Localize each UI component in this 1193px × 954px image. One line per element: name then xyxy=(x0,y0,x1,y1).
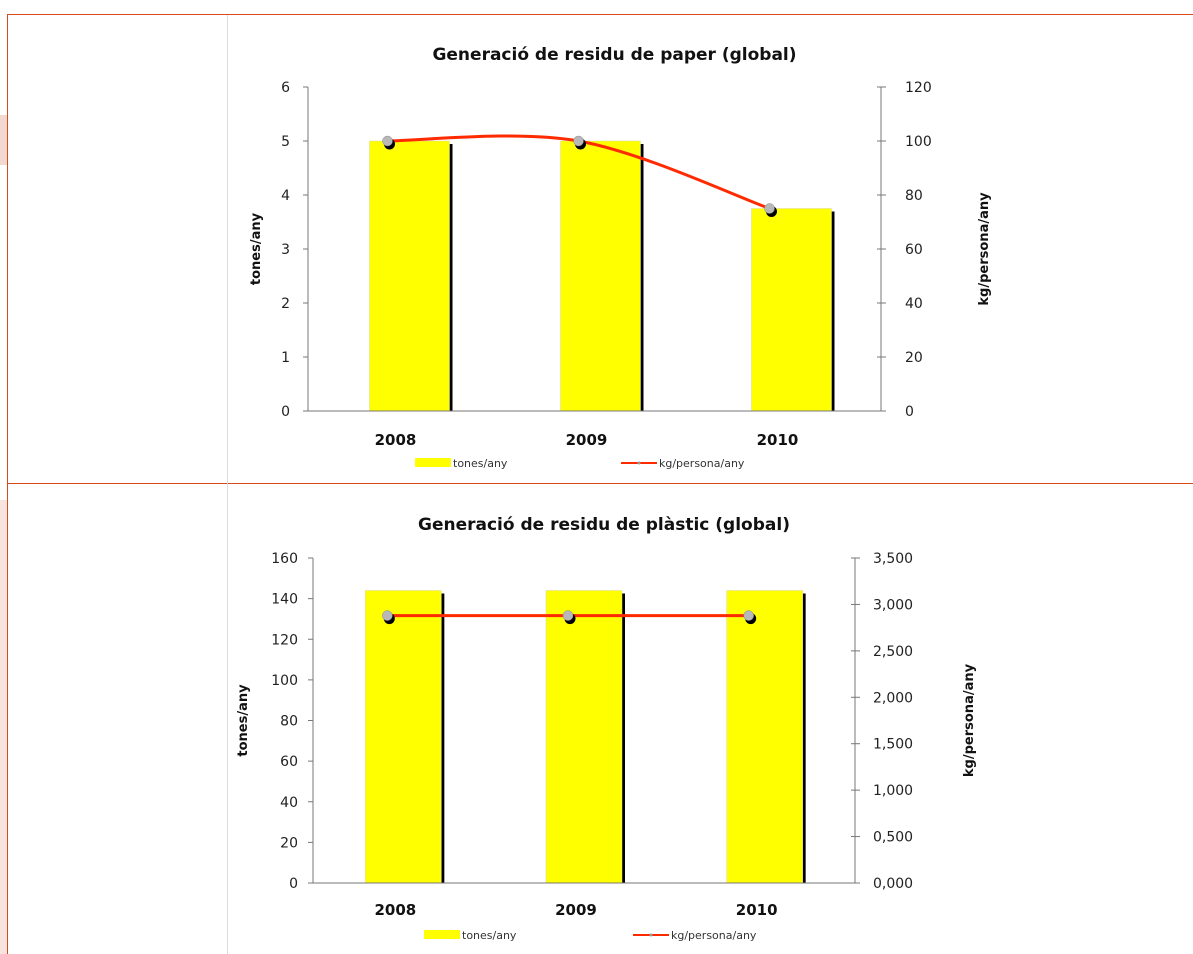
page-frame xyxy=(7,14,1193,954)
left-tick-label: 60 xyxy=(280,754,298,770)
left-tick-label: 0 xyxy=(289,876,298,892)
right-tick-label: 0 xyxy=(905,404,914,420)
line-point-2009 xyxy=(562,610,574,621)
right-tick-label: 1,000 xyxy=(873,783,913,799)
right-tick-label: 60 xyxy=(905,242,923,258)
line-point-2009 xyxy=(573,135,584,147)
legend-bar-swatch xyxy=(424,930,460,939)
right-tick-label: 2,000 xyxy=(873,690,913,706)
category-label: 2010 xyxy=(757,431,799,449)
row-divider xyxy=(7,483,1193,484)
category-label: 2008 xyxy=(374,901,416,919)
left-edge-strip-bottom xyxy=(0,500,8,954)
legend-line-label: kg/persona/any xyxy=(671,929,757,942)
left-tick-label: 5 xyxy=(281,134,290,150)
y-axis-label: tones/any xyxy=(236,684,251,757)
bar-2008 xyxy=(365,590,442,884)
left-tick-label: 0 xyxy=(281,404,290,420)
category-label: 2008 xyxy=(375,431,417,449)
left-tick-label: 20 xyxy=(280,835,298,851)
bar-2009 xyxy=(545,590,623,884)
bar-shadow xyxy=(802,593,806,883)
chart-title: Generació de residu de plàstic (global) xyxy=(418,515,790,535)
left-tick-label: 2 xyxy=(281,296,290,312)
left-edge-strip-top xyxy=(0,115,8,165)
bar-shadow xyxy=(449,144,453,411)
right-tick-label: 40 xyxy=(905,296,923,312)
chart-title: Generació de residu de paper (global) xyxy=(432,45,796,65)
bar-shadow xyxy=(640,144,644,411)
right-tick-label: 120 xyxy=(905,80,932,96)
left-tick-label: 140 xyxy=(271,592,298,608)
category-label: 2010 xyxy=(736,901,778,919)
category-label: 2009 xyxy=(555,901,597,919)
bar-2010 xyxy=(726,590,803,884)
bar-shadow xyxy=(441,593,445,883)
left-tick-label: 80 xyxy=(280,714,298,730)
legend-line-label: kg/persona/any xyxy=(659,457,745,470)
left-tick-label: 4 xyxy=(281,188,290,204)
plastic-waste-chart: Generació de residu de plàstic (global) 0… xyxy=(236,515,977,942)
legend-bar-swatch xyxy=(415,458,451,467)
right-tick-label: 0,000 xyxy=(873,876,913,892)
legend-line-marker xyxy=(637,461,641,465)
right-tick-label: 100 xyxy=(905,134,932,150)
column-divider xyxy=(227,15,228,954)
left-tick-label: 3 xyxy=(281,242,290,258)
left-tick-label: 1 xyxy=(281,350,290,366)
right-tick-label: 1,500 xyxy=(873,737,913,753)
bar-shadow xyxy=(622,593,625,883)
line-point-2010 xyxy=(764,203,775,214)
left-tick-label: 120 xyxy=(271,632,298,648)
y-axis-label: tones/any xyxy=(249,212,264,285)
paper-waste-chart: Generació de residu de paper (global)012… xyxy=(249,45,992,470)
bar-2008 xyxy=(369,140,450,412)
bar-2010 xyxy=(751,208,832,412)
line-point-2010 xyxy=(743,610,754,621)
y2-axis-label: kg/persona/any xyxy=(962,663,977,777)
line-point-2008 xyxy=(382,610,393,621)
right-tick-label: 3,500 xyxy=(873,551,913,567)
left-tick-label: 100 xyxy=(271,673,298,689)
right-tick-label: 80 xyxy=(905,188,923,204)
line-point-2008 xyxy=(382,135,393,147)
category-label: 2009 xyxy=(566,431,608,449)
left-tick-label: 160 xyxy=(271,551,298,567)
legend-line-marker xyxy=(649,933,653,937)
right-tick-label: 0,500 xyxy=(873,830,913,846)
left-tick-label: 40 xyxy=(280,795,298,811)
y2-axis-label: kg/persona/any xyxy=(977,192,992,306)
right-tick-label: 20 xyxy=(905,350,923,366)
left-tick-label: 6 xyxy=(281,80,290,96)
right-tick-label: 3,000 xyxy=(873,597,913,613)
bar-shadow xyxy=(831,211,835,411)
legend-bar-label: tones/any xyxy=(453,457,508,470)
bar-2009 xyxy=(560,140,641,412)
paper-chart-panel: Generació de residu de paper (global) 0 1 2… xyxy=(228,16,1193,482)
right-tick-label: 2,500 xyxy=(873,644,913,660)
plastic-chart-panel: Generació de residu de plàstic (global) 0… xyxy=(228,485,1193,953)
legend-bar-label: tones/any xyxy=(462,929,517,942)
